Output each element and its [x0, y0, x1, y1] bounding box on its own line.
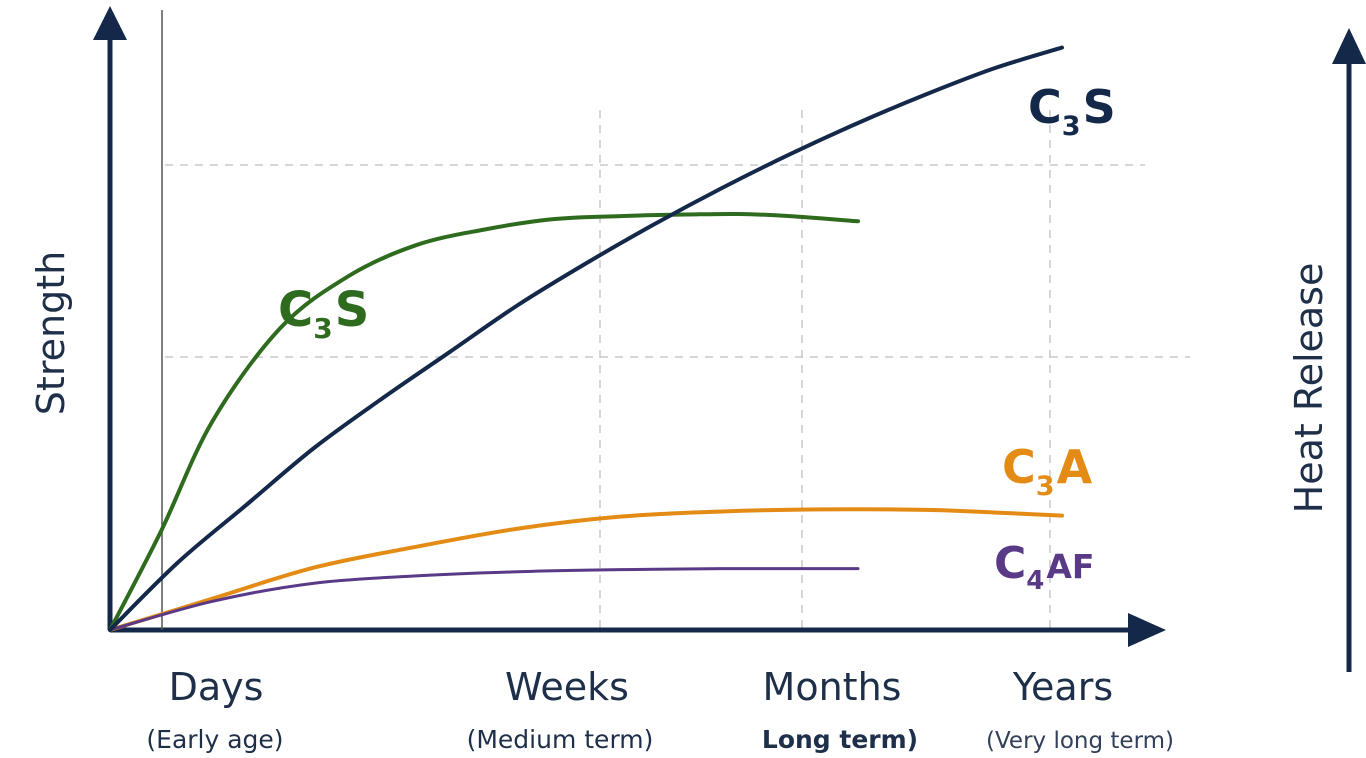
y2-axis-title: Heat Release: [1287, 263, 1331, 514]
x-axis-arrow: [1128, 613, 1166, 647]
grid: [165, 110, 1190, 630]
x-tick-main-3: Years: [1012, 665, 1113, 709]
series-line-3: [108, 567, 860, 632]
series-line-1: [108, 45, 1064, 632]
series-line-0: [108, 211, 860, 632]
y-axis-title: Strength: [29, 251, 73, 415]
series-label-1: C3S: [1028, 80, 1116, 142]
x-tick-labels: Days (Early age) Weeks (Medium term) Months L…: [146, 665, 1174, 754]
x-tick-sub-3: (Very long term): [986, 728, 1174, 754]
x-tick-main-2: Months: [763, 665, 902, 709]
series-label-2: C3A: [1002, 440, 1093, 502]
series-group: [108, 45, 1064, 632]
series-label-3: C4AF: [994, 538, 1094, 596]
x-tick-sub-2: Long term): [762, 725, 918, 754]
series-label-0: C3S: [278, 282, 369, 345]
y2-axis-arrow: [1332, 28, 1366, 64]
x-tick-main-0: Days: [169, 665, 264, 709]
series-labels: C3S C3S C3A C4AF: [278, 80, 1116, 596]
x-tick-sub-0: (Early age): [146, 725, 283, 754]
x-tick-sub-1: (Medium term): [467, 725, 654, 754]
series-line-2: [108, 507, 1064, 632]
axes: [93, 6, 1366, 672]
x-tick-main-1: Weeks: [505, 665, 629, 709]
y-axis-arrow: [93, 6, 127, 40]
